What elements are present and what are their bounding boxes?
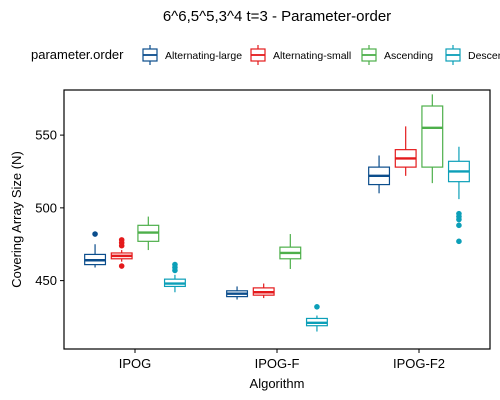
legend-label-ascending: Ascending	[384, 50, 433, 62]
legend-item-alternating-large: Alternating-large	[142, 45, 242, 65]
y-tick-label-450: 450	[35, 273, 57, 288]
legend-title: parameter.order	[31, 47, 124, 62]
series-ascending	[137, 94, 444, 269]
series-alternating-small	[110, 126, 417, 299]
y-axis-label: Covering Array Size (N)	[9, 151, 24, 288]
chart-title: 6^6,5^5,3^4 t=3 - Parameter-order	[163, 8, 391, 25]
box-iqr	[421, 105, 444, 168]
y-axis: 450 500 550	[35, 128, 64, 288]
box-series	[84, 94, 470, 332]
box-alternating-small-ipog	[110, 237, 133, 269]
outlier-point	[118, 237, 125, 243]
box-descending-ipog	[163, 261, 186, 293]
plot-panel	[63, 89, 491, 350]
legend-item-alternating-small: Alternating-small	[250, 45, 351, 65]
legend: parameter.order Alternating-large Alterna…	[31, 45, 500, 65]
legend-label-descending: Descending	[468, 50, 500, 62]
box-ascending-ipog	[137, 216, 160, 251]
outlier-point	[456, 222, 462, 229]
legend-item-ascending: Ascending	[361, 45, 433, 65]
legend-item-descending: Descending	[445, 45, 500, 65]
x-tick-label-ipog-f: IPOG-F	[255, 356, 300, 371]
legend-label-alternating-large: Alternating-large	[165, 50, 242, 62]
outlier-point	[92, 231, 98, 237]
outlier-point	[172, 261, 178, 268]
box-ascending-ipog-f2	[421, 94, 444, 184]
y-tick-label-500: 500	[35, 200, 57, 215]
box-alternating-large-ipog	[84, 231, 107, 268]
series-alternating-large	[84, 155, 391, 300]
outlier-point	[118, 263, 125, 269]
y-tick-label-550: 550	[35, 128, 57, 143]
outlier-point	[456, 210, 462, 217]
x-tick-label-ipog-f2: IPOG-F2	[393, 356, 445, 371]
x-axis: IPOG IPOG-F IPOG-F2	[119, 349, 445, 371]
box-alternating-small-ipog-f	[252, 283, 275, 299]
legend-label-alternating-small: Alternating-small	[273, 50, 351, 62]
box-ascending-ipog-f	[279, 234, 302, 269]
x-axis-label: Algorithm	[250, 376, 305, 391]
box-alternating-large-ipog-f2	[368, 155, 391, 194]
x-tick-label-ipog: IPOG	[119, 356, 152, 371]
box-alternating-small-ipog-f2	[394, 126, 417, 176]
outlier-point	[456, 238, 462, 245]
series-descending	[163, 146, 470, 332]
box-alternating-large-ipog-f	[226, 286, 249, 300]
legend-items: Alternating-large Alternating-small Ascend…	[142, 45, 500, 65]
box-descending-ipog-f2	[447, 146, 470, 245]
box-descending-ipog-f	[305, 304, 328, 332]
outlier-point	[314, 304, 320, 310]
